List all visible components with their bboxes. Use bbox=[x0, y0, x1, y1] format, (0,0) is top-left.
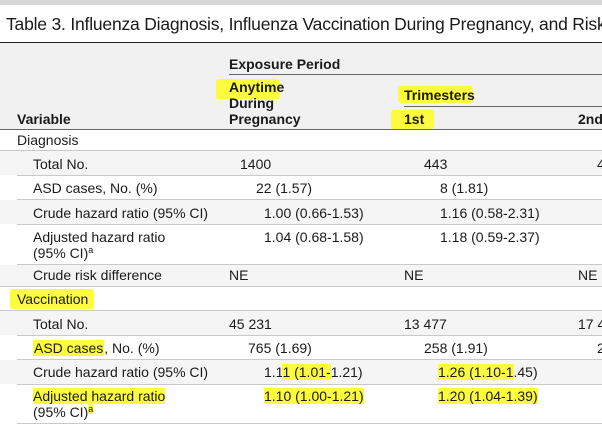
vaccination-adjusted-anytime: 1.10 (1.00-1.21) bbox=[264, 388, 364, 404]
vaccination-total-label: Total No. bbox=[33, 316, 89, 332]
section-diagnosis: Diagnosis bbox=[17, 132, 79, 148]
highlight-trimesters bbox=[398, 86, 473, 103]
diagnosis-asd-first: 8 (1.81) bbox=[440, 180, 489, 196]
highlight-adjusted-first: 1.20 (1.04-1.39) bbox=[438, 388, 538, 404]
exposure-period-rule bbox=[229, 74, 602, 75]
vaccination-total-anytime: 45 231 bbox=[229, 316, 272, 332]
header-trimesters: Trimesters bbox=[404, 87, 475, 103]
diagnosis-risk-label: Crude risk difference bbox=[33, 267, 162, 283]
header-during: During bbox=[229, 95, 275, 111]
header-bottom-rule bbox=[0, 129, 602, 130]
vaccination-crude-first: 1.26 (1.10-1.45) bbox=[438, 364, 538, 380]
highlight-first bbox=[391, 110, 434, 129]
vaccination-crude-anytime: 1.11 (1.01-1.21) bbox=[264, 364, 363, 380]
row-rule bbox=[17, 175, 602, 176]
footnote-marker: a bbox=[88, 404, 94, 414]
diagnosis-total-label: Total No. bbox=[33, 156, 89, 172]
diagnosis-asd-label: ASD cases, No. (%) bbox=[33, 180, 158, 196]
vaccination-asd-second: 2 bbox=[597, 340, 602, 356]
vaccination-total-first: 13 477 bbox=[404, 316, 447, 332]
row-rule bbox=[0, 150, 602, 151]
table-title: Table 3. Influenza Diagnosis, Influenza … bbox=[6, 14, 602, 34]
row-band bbox=[0, 265, 602, 286]
row-band bbox=[0, 200, 602, 224]
diagnosis-risk-first: NE bbox=[404, 267, 424, 283]
diagnosis-adjusted-anytime: 1.04 (0.68-1.58) bbox=[264, 229, 364, 245]
highlight-anytime bbox=[216, 79, 280, 99]
highlight-crude-first: 1.26 (1.10-1 bbox=[438, 364, 514, 380]
diagnosis-asd-anytime: 22 (1.57) bbox=[256, 180, 313, 196]
row-rule bbox=[17, 224, 602, 225]
diagnosis-crude-label: Crude hazard ratio (95% CI) bbox=[33, 205, 209, 221]
header-exposure-period: Exposure Period bbox=[229, 56, 341, 72]
table-header-background bbox=[0, 43, 602, 129]
vaccination-asd-label: ASD cases, No. (%) bbox=[33, 340, 160, 356]
row-rule bbox=[0, 310, 602, 311]
row-band bbox=[0, 311, 602, 335]
diagnosis-adjusted-label: Adjusted hazard ratio bbox=[33, 229, 166, 245]
diagnosis-total-second: 4 bbox=[597, 156, 602, 172]
top-frame-bar bbox=[0, 0, 602, 5]
header-pregnancy: Pregnancy bbox=[229, 111, 301, 127]
diagnosis-risk-anytime: NE bbox=[229, 267, 249, 283]
section-vaccination: Vaccination bbox=[17, 291, 89, 307]
vaccination-adjusted-first: 1.20 (1.04-1.39) bbox=[438, 388, 538, 404]
vaccination-total-second: 17 4 bbox=[578, 316, 602, 332]
header-second-trimester: 2nd bbox=[578, 111, 602, 127]
diagnosis-risk-second: NE bbox=[578, 267, 598, 283]
highlight-adjusted-anytime: 1.10 (1.00-1.21) bbox=[264, 388, 364, 404]
row-rule bbox=[17, 335, 602, 336]
diagnosis-total-first: 443 bbox=[424, 156, 448, 172]
vaccination-adjusted-label: Adjusted hazard ratio bbox=[33, 388, 166, 404]
diagnosis-adjusted-label-ci: (95% CI)a bbox=[33, 245, 94, 261]
footnote-marker: a bbox=[88, 245, 94, 255]
trimesters-rule bbox=[404, 106, 602, 107]
row-rule bbox=[17, 359, 602, 360]
row-rule bbox=[17, 264, 602, 265]
diagnosis-crude-anytime: 1.00 (0.66-1.53) bbox=[264, 205, 364, 221]
header-variable: Variable bbox=[17, 111, 71, 127]
header-first-trimester: 1st bbox=[404, 111, 425, 127]
vaccination-crude-label: Crude hazard ratio (95% CI) bbox=[33, 364, 209, 380]
highlight-asd-cases: ASD cases bbox=[33, 340, 105, 356]
row-band bbox=[0, 151, 602, 175]
diagnosis-adjusted-first: 1.18 (0.59-2.37) bbox=[440, 229, 540, 245]
header-anytime: Anytime bbox=[229, 79, 285, 95]
row-rule bbox=[17, 384, 602, 385]
row-rule bbox=[17, 199, 602, 200]
diagnosis-total-anytime: 1400 bbox=[240, 156, 272, 172]
row-rule bbox=[17, 423, 602, 424]
diagnosis-crude-first: 1.16 (0.58-2.31) bbox=[440, 205, 540, 221]
title-rule bbox=[0, 42, 602, 43]
vaccination-asd-first: 258 (1.91) bbox=[424, 340, 488, 356]
vaccination-asd-anytime: 765 (1.69) bbox=[248, 340, 312, 356]
row-rule bbox=[0, 286, 602, 287]
vaccination-adjusted-label-ci: (95% CI)a bbox=[33, 404, 94, 420]
highlight-adjusted-label: Adjusted hazard ratio bbox=[33, 388, 166, 404]
highlight-vaccination bbox=[10, 289, 94, 309]
highlight-crude-anytime: 1 (1.01- bbox=[282, 364, 331, 380]
